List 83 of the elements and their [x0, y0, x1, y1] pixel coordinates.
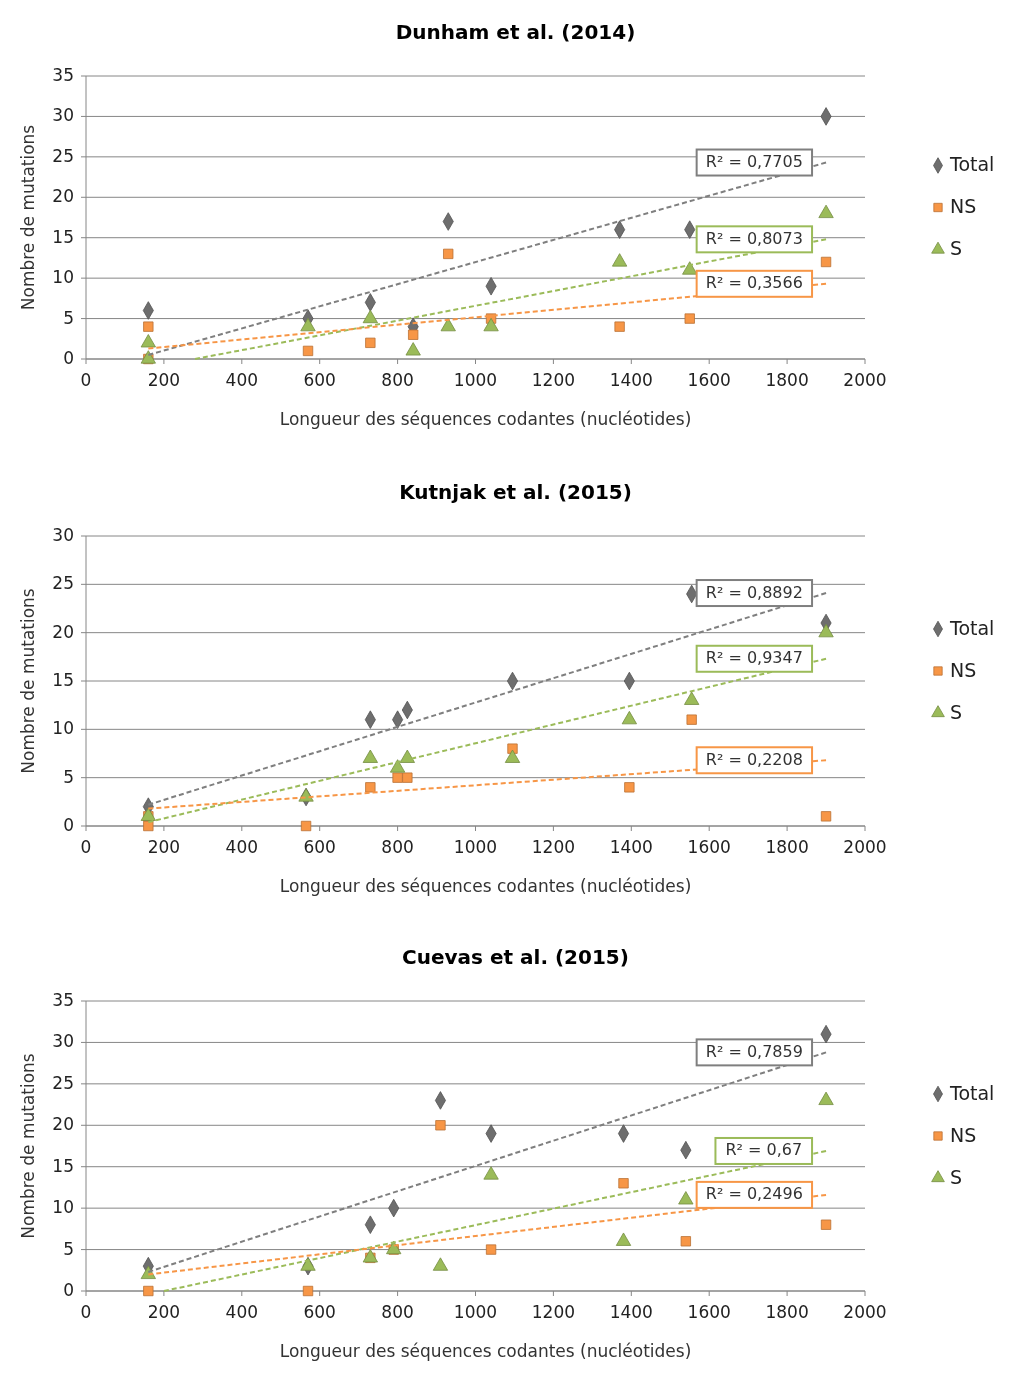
y-tick-label: 0: [63, 1280, 74, 1300]
annotation: R² = 0,7705: [705, 152, 803, 172]
chart-title: Cuevas et al. (2015): [402, 944, 629, 969]
legend-label: NS: [950, 1123, 977, 1146]
y-tick-label: 10: [52, 718, 74, 739]
x-tick-label: 1800: [765, 1302, 809, 1322]
x-tick-label: 800: [381, 1302, 414, 1322]
x-tick-label: 1400: [609, 837, 653, 857]
x-tick-label: 400: [225, 370, 259, 390]
y-tick-label: 30: [52, 105, 74, 126]
legend-label: Total: [949, 1081, 995, 1104]
x-tick-label: 1200: [531, 1302, 576, 1322]
x-axis-title: Longueur des séquences codantes (nucléotides): [279, 409, 692, 429]
x-tick-label: 1000: [453, 370, 498, 390]
x-tick-label: 200: [147, 837, 181, 857]
chart-title: Dunham et al. (2014): [395, 19, 636, 44]
x-tick-label: 1400: [609, 370, 653, 390]
x-tick-label: 400: [225, 1302, 259, 1322]
y-axis-title: Nombre de mutations: [18, 124, 38, 311]
y-tick-label: 35: [52, 65, 74, 85]
x-tick-label: 1800: [765, 370, 809, 390]
x-tick-label: 800: [381, 837, 414, 857]
x-tick-label: 600: [303, 370, 336, 390]
x-tick-label: 600: [303, 1302, 336, 1322]
annotation: R² = 0,2496: [705, 1184, 803, 1204]
x-tick-label: 0: [80, 837, 92, 857]
x-tick-label: 200: [147, 1302, 181, 1322]
x-tick-label: 2000: [843, 370, 887, 390]
x-tick-label: 400: [225, 837, 259, 857]
legend-label: NS: [950, 658, 977, 681]
x-tick-label: 200: [147, 370, 181, 390]
y-tick-label: 20: [52, 1114, 74, 1135]
y-tick-label: 15: [52, 670, 74, 690]
annotation: R² = 0,2208: [705, 749, 803, 769]
x-tick-label: 1600: [687, 837, 731, 857]
x-tick-label: 0: [80, 1302, 92, 1322]
y-tick-label: 5: [63, 307, 74, 328]
x-tick-label: 2000: [843, 1302, 887, 1322]
legend-label: S: [950, 1165, 963, 1188]
y-tick-label: 20: [52, 621, 74, 642]
annotation: R² = 0,7859: [705, 1041, 803, 1061]
annotation: R² = 0,8892: [705, 582, 803, 602]
x-tick-label: 0: [80, 370, 92, 390]
y-tick-label: 30: [52, 1031, 74, 1052]
x-tick-label: 1400: [609, 1302, 653, 1322]
x-tick-label: 1000: [453, 1302, 498, 1322]
y-tick-label: 15: [52, 1155, 74, 1176]
x-tick-label: 1200: [531, 837, 576, 857]
legend-label: S: [950, 700, 963, 723]
x-axis-title: Longueur des séquences codantes (nucléotides): [279, 876, 692, 896]
annotation: R² = 0,67: [725, 1140, 803, 1160]
y-tick-label: 35: [52, 990, 74, 1010]
legend-label: Total: [949, 616, 995, 639]
x-tick-label: 2000: [843, 837, 887, 857]
y-tick-label: 0: [63, 348, 74, 368]
x-tick-label: 1600: [687, 370, 731, 390]
y-tick-label: 5: [63, 766, 74, 787]
x-tick-label: 800: [381, 370, 414, 390]
chart-title: Kutnjak et al. (2015): [399, 479, 632, 504]
y-tick-label: 25: [52, 573, 74, 594]
y-axis-title: Nombre de mutations: [18, 1053, 38, 1239]
y-tick-label: 25: [52, 1072, 74, 1093]
x-tick-label: 1000: [453, 837, 498, 857]
x-tick-label: 1600: [687, 1302, 731, 1322]
y-axis-title: Nombre de mutations: [18, 588, 38, 774]
y-tick-label: 10: [52, 267, 74, 288]
x-tick-label: 1800: [765, 837, 809, 857]
y-tick-label: 5: [63, 1238, 74, 1259]
x-tick-label: 1200: [531, 370, 576, 390]
y-tick-label: 30: [52, 525, 74, 545]
legend-label: NS: [950, 195, 977, 217]
annotation: R² = 0,3566: [705, 273, 803, 293]
y-tick-label: 15: [52, 226, 74, 247]
y-tick-label: 20: [52, 186, 74, 207]
y-tick-label: 25: [52, 145, 74, 166]
x-tick-label: 600: [303, 837, 336, 857]
y-tick-label: 0: [63, 815, 74, 835]
x-axis-title: Longueur des séquences codantes (nucléotides): [279, 1341, 692, 1361]
annotation: R² = 0,8073: [705, 228, 803, 248]
legend-label: Total: [949, 153, 995, 175]
y-tick-label: 10: [52, 1197, 74, 1218]
annotation: R² = 0,9347: [705, 648, 803, 668]
legend-label: S: [950, 237, 963, 259]
